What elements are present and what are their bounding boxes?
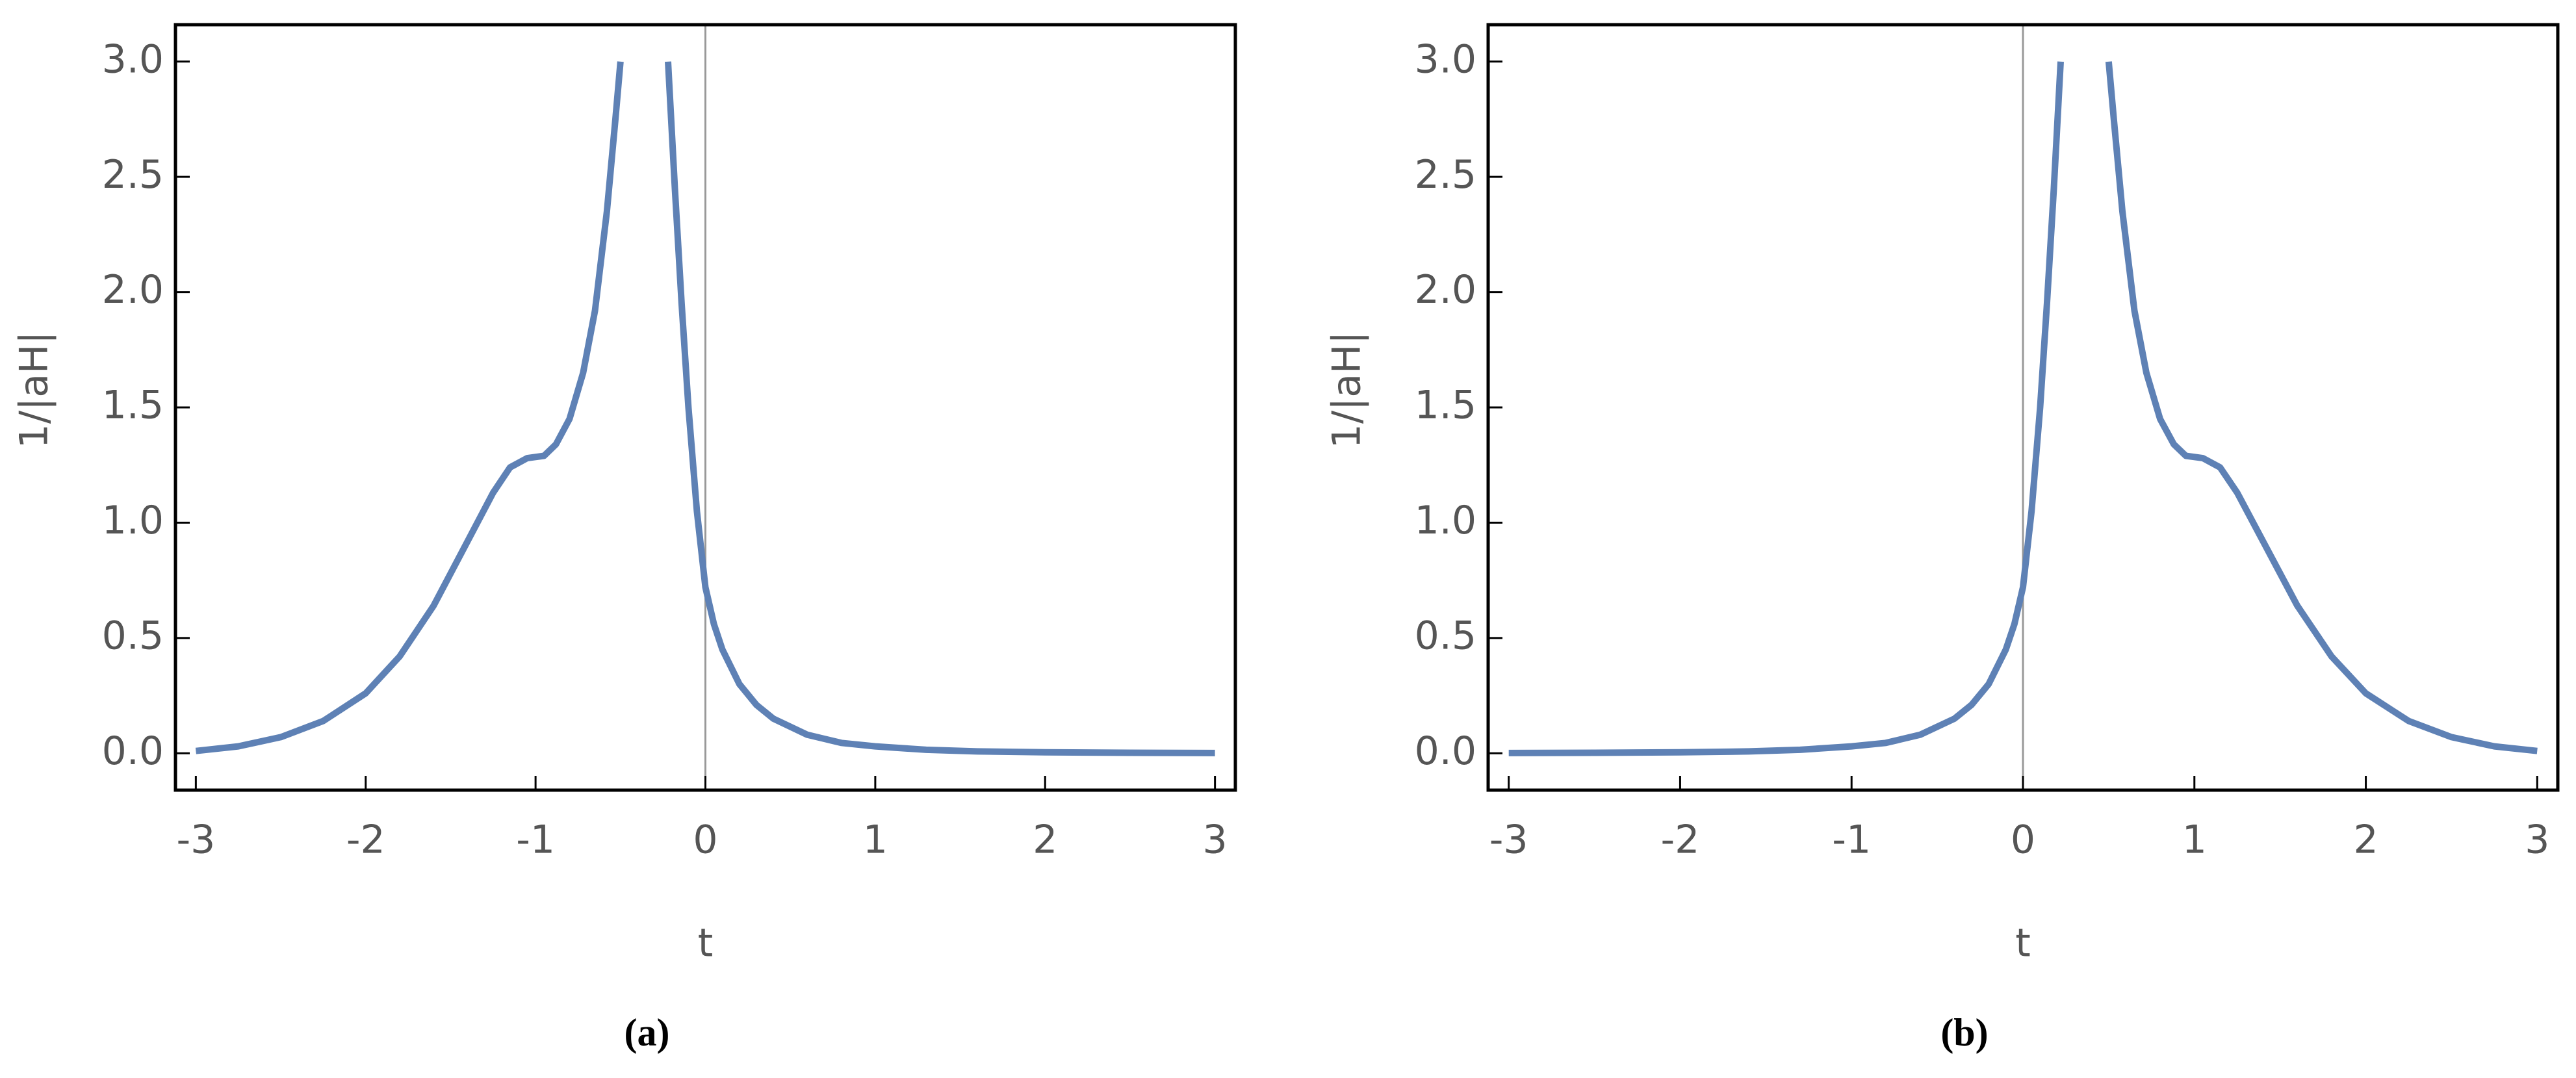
y-tick-label: 3.0 (102, 36, 164, 82)
y-tick-label: 1.0 (102, 498, 164, 543)
x-tick-label: -3 (1489, 817, 1528, 863)
y-tick-label: 0.5 (102, 613, 164, 658)
caption: (a) (625, 1011, 670, 1054)
x-axis-label: t (698, 921, 714, 966)
x-tick-label: 0 (2011, 817, 2035, 863)
y-tick-label: 1.0 (1415, 498, 1476, 543)
x-tick-label: 1 (2182, 817, 2207, 863)
y-tick-label: 2.5 (1415, 152, 1476, 198)
plot-frame (174, 23, 1237, 792)
x-tick-label: 0 (693, 817, 717, 863)
y-tick-label: 1.5 (1415, 383, 1476, 428)
y-tick-label: 2.5 (102, 152, 164, 198)
caption: (b) (1940, 1011, 1988, 1054)
x-tick-label: 3 (2525, 817, 2549, 863)
x-axis-label: t (2015, 921, 2031, 966)
y-tick-label: 0.5 (1415, 613, 1476, 658)
x-tick-label: 2 (2353, 817, 2378, 863)
x-tick-label: 2 (1033, 817, 1057, 863)
y-tick-label: 2.0 (102, 267, 164, 313)
y-tick-label: 1.5 (102, 383, 164, 428)
y-tick-label: 0.0 (102, 728, 164, 774)
x-tick-label: 1 (863, 817, 888, 863)
x-tick-label: 3 (1203, 817, 1228, 863)
x-tick-label: -2 (346, 817, 385, 863)
x-tick-label: -1 (516, 817, 555, 863)
y-tick-label: 3.0 (1415, 36, 1476, 82)
data-line (1508, 61, 2538, 756)
y-tick-label: 2.0 (1415, 267, 1476, 313)
y-axis-label: 1/|aH| (12, 331, 57, 449)
y-tick-label: 0.0 (1415, 728, 1476, 774)
x-tick-label: -1 (1832, 817, 1871, 863)
data-line (195, 61, 1215, 756)
x-tick-label: -3 (176, 817, 215, 863)
y-axis-label: 1/|aH| (1324, 331, 1370, 449)
x-tick-label: -2 (1661, 817, 1700, 863)
plot-frame (1486, 23, 2560, 792)
